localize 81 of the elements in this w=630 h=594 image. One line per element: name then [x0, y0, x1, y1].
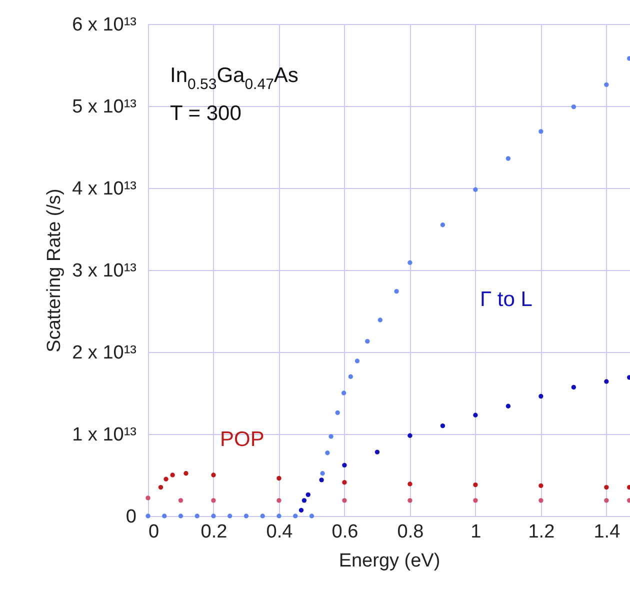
y-tick-label: 4 x 10¹³ — [72, 178, 136, 200]
point — [604, 484, 609, 490]
point — [158, 484, 164, 490]
point — [440, 423, 446, 428]
point — [538, 129, 544, 134]
point — [298, 508, 304, 513]
y-tick-label: 5 x 10¹³ — [72, 96, 136, 118]
x-tick-label: 1.4 — [594, 522, 621, 542]
point — [178, 514, 184, 518]
point — [276, 514, 282, 518]
point — [146, 514, 150, 518]
x-tick-label: 1.2 — [528, 522, 555, 542]
point — [341, 390, 346, 396]
x-tick-label: 0 — [148, 522, 160, 542]
point — [211, 472, 216, 478]
point — [146, 496, 150, 500]
x-tick-label: 0.4 — [266, 522, 294, 542]
point — [302, 498, 307, 503]
point — [184, 471, 188, 476]
point — [328, 434, 334, 439]
y-tick-label: 3 x 10¹³ — [72, 260, 136, 282]
point — [506, 156, 511, 161]
point — [473, 482, 478, 488]
point — [408, 433, 412, 438]
y-tick-label: 1 x 10¹³ — [72, 424, 136, 446]
x-tick-label: 1 — [470, 522, 482, 542]
y-axis-title: Scattering Rate (/s) — [44, 188, 66, 352]
point — [604, 379, 609, 384]
point — [538, 394, 544, 399]
point — [244, 514, 249, 518]
point — [394, 288, 399, 294]
point — [162, 514, 167, 518]
point — [335, 410, 340, 416]
annotation: POP — [220, 428, 264, 451]
point — [309, 514, 314, 518]
point — [473, 187, 478, 192]
point — [354, 358, 360, 364]
y-tick-label: 6 x 10¹³ — [72, 14, 136, 36]
point — [538, 483, 544, 488]
point — [342, 462, 347, 468]
point — [178, 498, 184, 503]
point — [325, 450, 330, 456]
point — [408, 260, 412, 265]
x-axis-title: Energy (eV) — [338, 550, 440, 572]
point — [164, 476, 168, 482]
point — [374, 450, 380, 454]
point — [320, 471, 325, 476]
annotation: Γ to L — [480, 288, 532, 311]
point — [342, 480, 347, 485]
point — [571, 104, 576, 110]
point — [604, 82, 609, 88]
point — [473, 412, 478, 418]
point — [306, 492, 310, 498]
point — [473, 498, 478, 503]
y-tick-label: 2 x 10¹³ — [72, 342, 136, 364]
point — [348, 374, 354, 379]
x-tick-label: 0.6 — [332, 522, 358, 542]
point — [365, 339, 370, 344]
point — [170, 472, 175, 478]
x-tick-label: 0.8 — [397, 522, 424, 542]
point — [211, 498, 216, 503]
point — [293, 514, 298, 518]
annotation: T = 300 — [170, 102, 242, 125]
point — [319, 478, 324, 482]
point — [538, 498, 544, 503]
point — [276, 476, 282, 481]
point — [506, 404, 511, 408]
point — [194, 514, 200, 518]
point — [342, 498, 347, 503]
point — [604, 498, 609, 503]
point — [378, 318, 383, 322]
point — [260, 514, 265, 518]
point — [228, 514, 232, 518]
point — [408, 498, 412, 503]
point — [408, 482, 412, 486]
y-tick-label: 0 — [126, 506, 136, 528]
point — [440, 222, 446, 228]
point — [276, 498, 282, 503]
x-tick-label: 0.2 — [200, 522, 228, 542]
point — [571, 384, 576, 390]
point — [211, 514, 216, 518]
